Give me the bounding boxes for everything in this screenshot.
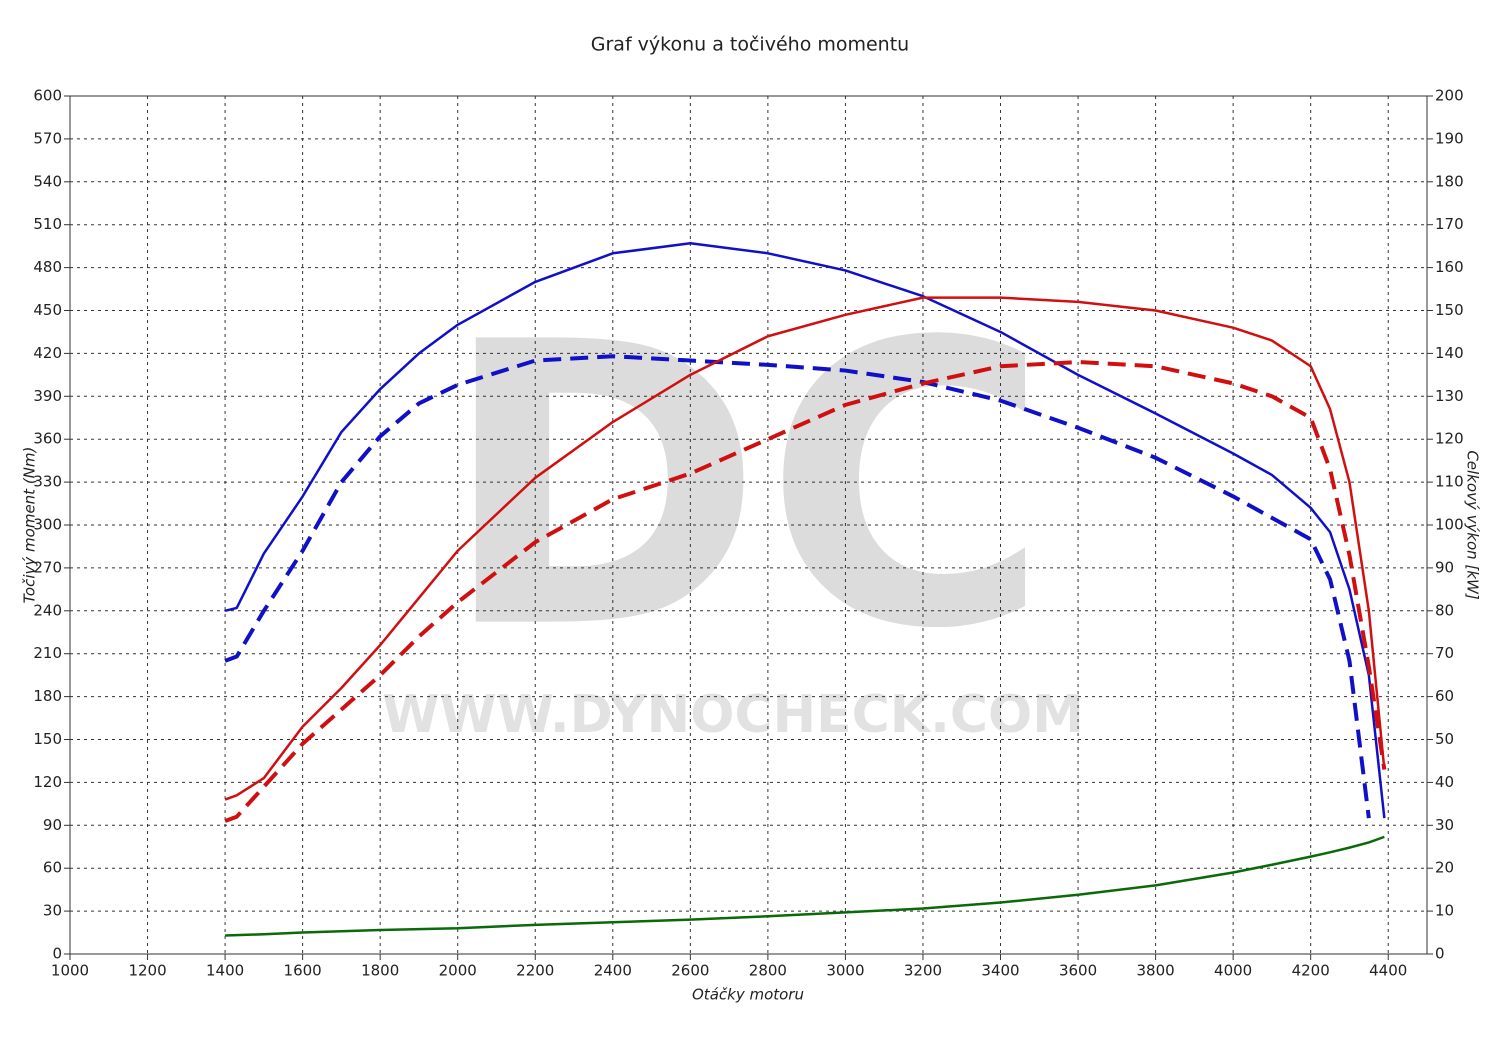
watermark-url: WWW.DYNOCHECK.COM: [382, 685, 1084, 745]
y2-tick-label: 90: [1435, 558, 1454, 576]
x-tick-label: 3600: [1059, 962, 1097, 980]
x-tick-label: 2200: [516, 962, 554, 980]
x-tick-label: 1600: [284, 962, 322, 980]
plot-frame: [69, 95, 1428, 955]
y2-tick-label: 60: [1435, 687, 1454, 705]
y-tick-label: 120: [33, 773, 62, 791]
y-tick-label: 450: [33, 301, 62, 319]
y2-tick-label: 190: [1435, 129, 1464, 147]
chart-title: Graf výkonu a točivého momentu: [591, 34, 909, 56]
y2-tick-label: 110: [1435, 473, 1464, 491]
y-tick-label: 300: [33, 516, 62, 534]
y2-tick-label: 180: [1435, 172, 1464, 190]
y-tick-label: 210: [33, 644, 62, 662]
x-tick-label: 2400: [594, 962, 632, 980]
y-tick-label: 150: [33, 730, 62, 748]
y2-tick-label: 200: [1435, 87, 1464, 105]
y2-tick-label: 20: [1435, 859, 1454, 877]
x-axis-label: Otáčky motoru: [692, 986, 804, 1004]
y2-axis-label: Celkový výkon [kW]: [1464, 450, 1482, 600]
y-tick-label: 480: [33, 258, 62, 276]
y-tick-label: 420: [33, 344, 62, 362]
y2-tick-label: 130: [1435, 387, 1464, 405]
x-tick-label: 4400: [1369, 962, 1407, 980]
series-line: [224, 354, 1371, 819]
x-tick-label: 4000: [1214, 962, 1252, 980]
y2-tick-label: 10: [1435, 902, 1454, 920]
y-tick-label: 0: [52, 945, 62, 963]
y-tick-label: 390: [33, 387, 62, 405]
series-line: [224, 242, 1386, 819]
y2-tick-label: 80: [1435, 601, 1454, 619]
series-line: [224, 359, 1387, 823]
y-tick-label: 240: [33, 601, 62, 619]
y-tick-label: 330: [33, 473, 62, 491]
x-tick-label: 2800: [749, 962, 787, 980]
y-tick-label: 570: [33, 129, 62, 147]
x-tick-label: 1000: [51, 962, 89, 980]
x-tick-label: 3200: [904, 962, 942, 980]
y2-tick-label: 120: [1435, 430, 1464, 448]
x-tick-label: 1200: [128, 962, 166, 980]
x-tick-label: 2000: [439, 962, 477, 980]
y-tick-label: 30: [43, 902, 62, 920]
y2-tick-label: 100: [1435, 516, 1464, 534]
x-tick-label: 3400: [981, 962, 1019, 980]
watermark-logo: DC: [440, 260, 1050, 714]
x-tick-label: 3000: [826, 962, 864, 980]
y-tick-label: 90: [43, 816, 62, 834]
x-tick-label: 1400: [206, 962, 244, 980]
y-tick-label: 600: [33, 87, 62, 105]
y-tick-label: 270: [33, 558, 62, 576]
y2-tick-label: 50: [1435, 730, 1454, 748]
y-tick-label: 510: [33, 215, 62, 233]
y-tick-label: 540: [33, 172, 62, 190]
y2-tick-label: 70: [1435, 644, 1454, 662]
y2-tick-label: 150: [1435, 301, 1464, 319]
y-tick-label: 180: [33, 687, 62, 705]
x-tick-label: 3800: [1137, 962, 1175, 980]
y-axis-label: Točivý moment (Nm): [21, 447, 39, 604]
x-tick-label: 1800: [361, 962, 399, 980]
y2-tick-label: 140: [1435, 344, 1464, 362]
y-tick-label: 360: [33, 430, 62, 448]
y2-tick-label: 40: [1435, 773, 1454, 791]
y-tick-label: 60: [43, 859, 62, 877]
series-line: [224, 296, 1386, 801]
y2-tick-label: 160: [1435, 258, 1464, 276]
y2-tick-label: 30: [1435, 816, 1454, 834]
y2-tick-label: 0: [1435, 945, 1445, 963]
y2-tick-label: 170: [1435, 215, 1464, 233]
series-line: [225, 835, 1385, 937]
x-tick-label: 4200: [1292, 962, 1330, 980]
x-tick-label: 2600: [671, 962, 709, 980]
